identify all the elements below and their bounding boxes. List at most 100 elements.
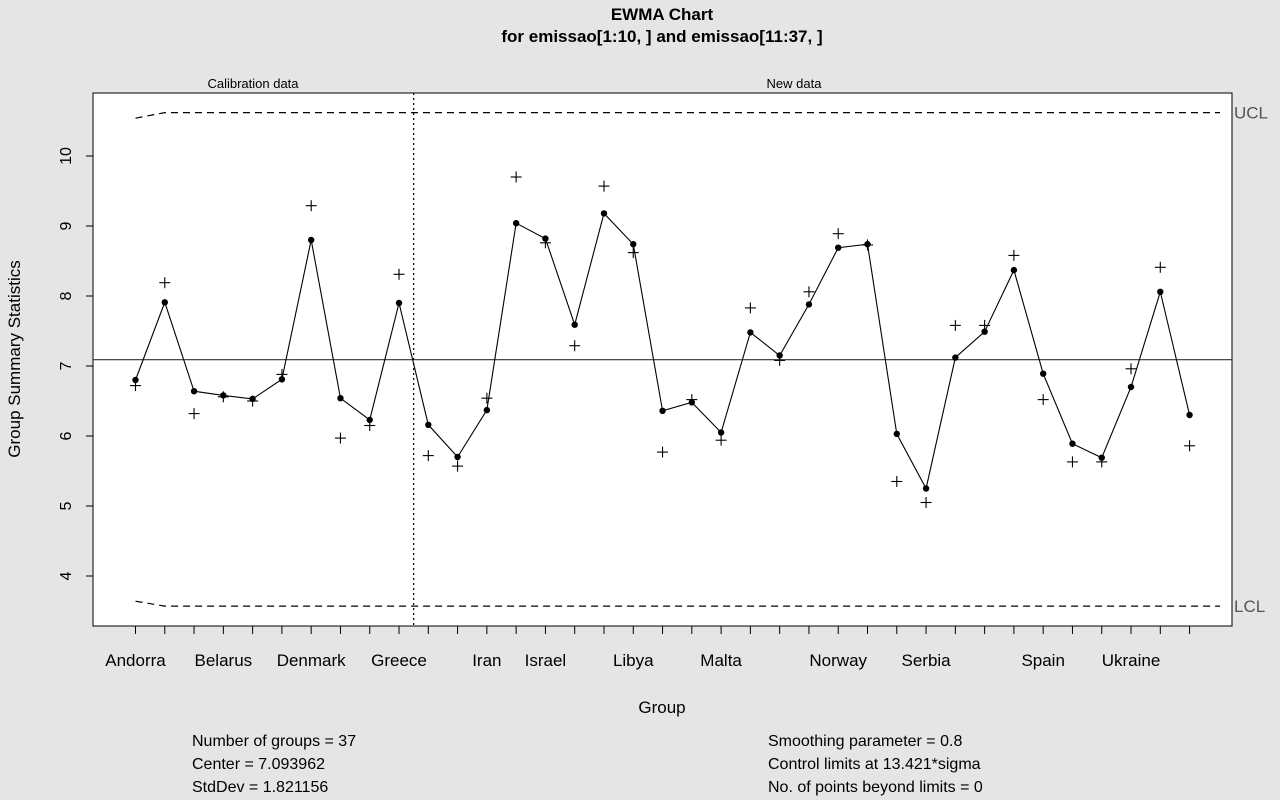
statistic-point: [832, 228, 844, 240]
statistic-point: [305, 200, 317, 212]
stat-beyond-limits: No. of points beyond limits = 0: [768, 779, 983, 796]
statistic-point: [276, 368, 288, 380]
ucl-line: [135, 111, 1220, 119]
ewma-point: [659, 407, 666, 414]
ewma-point: [952, 354, 959, 361]
ewma-point: [454, 453, 461, 461]
statistic-point: [393, 268, 405, 280]
x-tick-label: Norway: [809, 651, 867, 670]
x-tick-label: Iran: [472, 651, 501, 670]
statistic-point: [1066, 456, 1078, 468]
x-tick-label: Israel: [525, 651, 567, 670]
statistic-point: [510, 171, 522, 183]
statistic-point: [569, 340, 581, 352]
statistic-point: [188, 408, 200, 420]
ewma-point: [1127, 383, 1135, 391]
ewma-point: [630, 241, 637, 248]
y-tick-label: 8: [58, 291, 75, 300]
ewma-point: [600, 210, 608, 217]
ewma-point: [190, 388, 198, 395]
ewma-point: [981, 328, 988, 335]
ewma-point: [1039, 370, 1047, 377]
statistic-point: [334, 432, 346, 444]
ewma-point: [132, 376, 139, 384]
ewma-point: [571, 321, 578, 328]
y-tick-label: 9: [58, 221, 75, 230]
statistic-point: [481, 392, 493, 404]
x-tick-label: Spain: [1021, 651, 1064, 670]
x-tick-label: Ukraine: [1102, 651, 1161, 670]
statistic-point: [217, 391, 229, 403]
statistic-point: [744, 302, 756, 314]
statistic-point: [657, 446, 669, 458]
y-tick-label: 5: [58, 501, 75, 510]
statistic-point: [1037, 394, 1049, 406]
statistic-point: [715, 434, 727, 446]
ewma-point: [835, 244, 842, 251]
y-tick-label: 6: [58, 431, 75, 440]
ewma-point: [161, 299, 168, 306]
ewma-point: [337, 395, 344, 402]
x-tick-label: Libya: [613, 651, 654, 670]
y-tick-label: 10: [58, 147, 75, 165]
x-axis-label: Group: [638, 698, 685, 717]
stat-smoothing: Smoothing parameter = 0.8: [768, 733, 963, 750]
statistic-point: [803, 286, 815, 298]
x-tick-label: Greece: [371, 651, 427, 670]
statistic-point: [774, 354, 786, 366]
stat-stddev: StdDev = 1.821156: [192, 779, 329, 796]
ewma-point: [893, 430, 900, 438]
statistic-point: [862, 239, 873, 251]
x-tick-label: Belarus: [195, 651, 253, 670]
lcl-line: [135, 600, 1220, 607]
ewma-point: [805, 301, 813, 308]
ewma-point: [366, 416, 373, 424]
ewma-point: [747, 329, 754, 336]
ewma-point: [1010, 266, 1018, 274]
statistic-point: [1008, 249, 1020, 261]
region-label-calibration: Calibration data: [207, 76, 299, 91]
ewma-point: [1157, 288, 1164, 295]
chart-title: EWMA Chart: [611, 5, 714, 24]
stats-left: Number of groups = 37 Center = 7.093962 …: [192, 730, 356, 799]
stats-right: Smoothing parameter = 0.8 Control limits…: [768, 730, 983, 799]
ewma-point: [425, 421, 432, 428]
statistic-point: [422, 450, 434, 462]
y-tick-label: 4: [58, 571, 75, 580]
statistic-point: [539, 237, 551, 249]
statistic-point: [130, 380, 141, 392]
lcl-label: LCL: [1234, 597, 1265, 616]
ewma-point: [512, 220, 520, 227]
ewma-point: [922, 485, 930, 492]
stat-center: Center = 7.093962: [192, 756, 325, 773]
ewma-point: [717, 429, 725, 436]
statistic-point: [1125, 363, 1137, 375]
y-axis-label: Group Summary Statistics: [5, 260, 24, 457]
ewma-point: [395, 299, 403, 307]
statistic-point: [891, 476, 903, 487]
x-tick-label: Andorra: [105, 651, 166, 670]
stat-control-limits: Control limits at 13.421*sigma: [768, 756, 981, 773]
statistic-point: [979, 319, 991, 331]
ewma-point: [1069, 440, 1076, 447]
statistic-point: [598, 180, 610, 192]
statistic-point: [1154, 261, 1166, 273]
x-tick-label: Serbia: [901, 651, 951, 670]
ewma-point: [307, 236, 315, 244]
x-tick-label: Denmark: [277, 651, 346, 670]
statistic-point: [920, 497, 932, 508]
statistic-point: [452, 460, 464, 472]
ucl-label: UCL: [1234, 104, 1268, 123]
y-tick-label: 7: [58, 361, 75, 370]
statistic-point: [949, 319, 961, 331]
statistic-point: [686, 394, 698, 406]
x-tick-label: Malta: [700, 651, 742, 670]
statistic-point: [247, 395, 259, 407]
stat-groups: Number of groups = 37: [192, 733, 357, 750]
ewma-point: [483, 406, 491, 414]
chart-subtitle: for emissao[1:10, ] and emissao[11:37, ]: [501, 27, 822, 46]
statistic-point: [1184, 440, 1196, 452]
statistic-point: [627, 247, 639, 259]
ewma-point: [1186, 411, 1193, 419]
